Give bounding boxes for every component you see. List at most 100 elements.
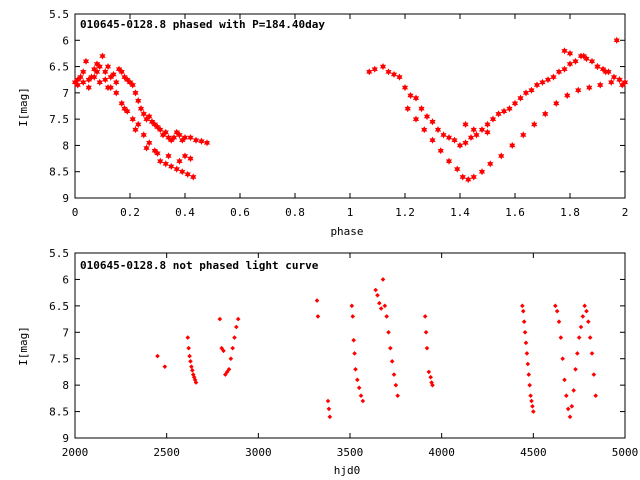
data-point — [566, 49, 574, 58]
data-point — [593, 393, 598, 399]
data-point — [575, 351, 580, 356]
data-point — [135, 97, 142, 105]
data-point — [484, 128, 491, 136]
data-point — [605, 68, 612, 76]
data-point — [154, 149, 161, 157]
data-point — [621, 78, 629, 86]
data-point — [113, 89, 120, 97]
data-point — [352, 351, 357, 356]
data-point — [104, 62, 112, 71]
data-point — [578, 324, 584, 330]
data-point — [80, 78, 87, 86]
data-point — [495, 110, 502, 118]
data-point — [228, 356, 234, 362]
y-tick-label: 5.5 — [49, 247, 69, 260]
data-point — [162, 364, 168, 369]
x-tick-label: 1.2 — [395, 206, 415, 219]
data-point — [428, 374, 433, 380]
data-point — [193, 380, 199, 385]
data-point — [74, 76, 81, 84]
data-point — [230, 345, 235, 351]
data-point — [159, 131, 167, 139]
data-point — [597, 81, 604, 89]
x-tick-label: 3500 — [337, 446, 364, 459]
data-point — [148, 118, 156, 126]
data-point — [456, 141, 464, 150]
x-tick-label: 3000 — [245, 446, 272, 459]
data-point — [553, 303, 558, 309]
data-point — [580, 314, 586, 319]
data-point — [423, 329, 429, 335]
data-point — [99, 52, 106, 60]
data-point — [96, 78, 103, 86]
data-point — [522, 89, 530, 97]
data-point — [573, 366, 578, 372]
data-point — [353, 366, 358, 372]
data-point — [555, 68, 563, 76]
data-point — [162, 160, 169, 168]
y-tick-label: 8 — [62, 139, 69, 152]
data-point — [235, 316, 241, 322]
data-point — [591, 372, 597, 377]
data-point — [187, 353, 192, 359]
data-point — [542, 110, 549, 118]
data-point — [520, 131, 527, 139]
y-tick-label: 7.5 — [49, 113, 69, 126]
data-point — [473, 131, 480, 139]
x-tick-label: 1.8 — [560, 206, 580, 219]
data-point — [407, 91, 414, 100]
data-point — [571, 388, 576, 393]
data-point — [115, 65, 123, 73]
data-point — [521, 319, 527, 325]
data-point — [553, 99, 560, 107]
data-point — [560, 356, 565, 362]
data-point — [531, 120, 538, 128]
data-point — [190, 173, 197, 181]
data-point — [77, 73, 84, 81]
data-point — [327, 414, 333, 420]
data-point — [421, 126, 428, 134]
x-tick-label: 4000 — [428, 446, 455, 459]
data-point — [187, 133, 194, 142]
data-point — [526, 372, 532, 377]
data-point — [386, 329, 391, 335]
data-point — [146, 139, 153, 147]
data-point — [465, 176, 472, 184]
data-point — [187, 154, 194, 163]
data-point — [234, 324, 239, 330]
data-point — [396, 73, 403, 81]
data-point — [179, 168, 186, 176]
data-point — [217, 316, 223, 322]
data-point — [533, 81, 541, 89]
data-point — [527, 382, 532, 388]
data-point — [613, 36, 620, 44]
data-point — [530, 403, 535, 409]
data-point — [104, 84, 112, 92]
x-tick-label: 0.4 — [175, 206, 195, 219]
data-point — [155, 353, 160, 359]
data-point — [550, 73, 557, 81]
data-point — [418, 105, 425, 113]
data-point — [430, 382, 435, 388]
y-axis-title: I[mag] — [17, 326, 30, 366]
data-point — [168, 136, 175, 144]
x-tick-label: 2000 — [62, 446, 89, 459]
data-point — [88, 73, 95, 81]
data-point — [151, 147, 158, 155]
data-point — [102, 76, 109, 84]
data-point — [315, 314, 321, 319]
data-point — [91, 65, 98, 73]
data-point — [462, 120, 469, 128]
data-point — [135, 120, 142, 128]
data-point — [451, 136, 458, 144]
data-point — [137, 105, 145, 113]
data-point — [102, 68, 109, 76]
data-point — [388, 345, 393, 351]
data-point — [176, 157, 183, 165]
y-tick-label: 8 — [62, 379, 69, 392]
data-point — [93, 60, 101, 68]
data-point — [528, 393, 533, 399]
data-point — [577, 52, 585, 60]
chart-title: 010645-0128.8 not phased light curve — [80, 259, 319, 272]
data-point — [232, 335, 237, 340]
